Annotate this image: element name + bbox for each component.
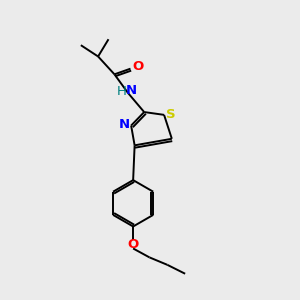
Text: S: S (166, 108, 175, 121)
Text: O: O (128, 238, 139, 251)
Text: N: N (119, 118, 130, 131)
Text: H: H (116, 85, 126, 98)
Text: N: N (126, 84, 137, 97)
Text: O: O (133, 60, 144, 74)
